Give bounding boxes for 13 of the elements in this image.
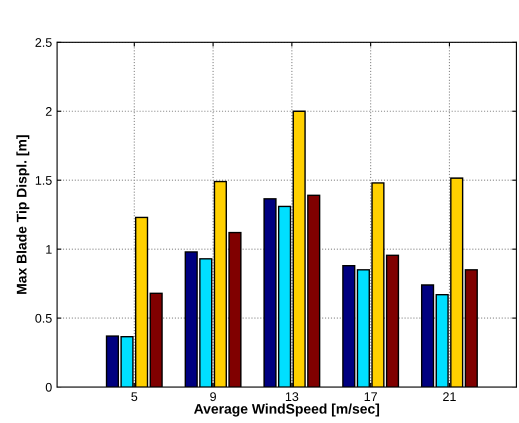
y-tick-label: 1.5 — [36, 176, 52, 185]
y-tick-label: 0.5 — [35, 314, 52, 323]
x-tick-label: 17 — [364, 392, 377, 401]
y-axis-title: Max Blade Tip Displ. [m] — [16, 135, 30, 294]
x-axis-title: Average WindSpeed [m/sec] — [194, 404, 380, 417]
y-tick-label: 2 — [46, 107, 52, 116]
x-tick-label: 9 — [210, 392, 216, 402]
y-tick-label: 0 — [46, 382, 52, 392]
x-tick-label: 13 — [286, 392, 298, 402]
y-tick-label: 1 — [46, 245, 52, 254]
x-tick-label: 5 — [131, 392, 138, 402]
x-tick-label: 21 — [443, 392, 456, 401]
y-tick-label: 2.5 — [35, 38, 52, 47]
